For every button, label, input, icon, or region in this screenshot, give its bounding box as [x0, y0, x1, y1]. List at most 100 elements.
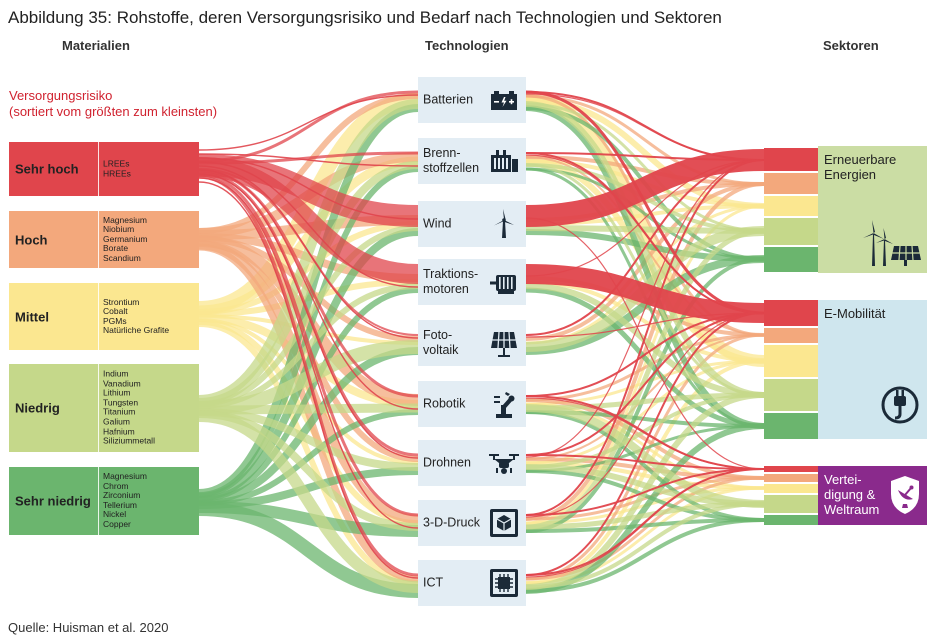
page-title: Abbildung 35: Rohstoffe, deren Versorgun…	[8, 8, 722, 27]
drone-icon	[489, 454, 519, 474]
material-item: Galium	[103, 416, 130, 427]
flow-line	[525, 217, 765, 470]
tech-box-traktionsmotoren: Traktions- motoren	[418, 259, 526, 305]
flow-ribbon	[525, 159, 765, 336]
material-item: Hafnium	[103, 426, 135, 437]
flow-ribbon	[525, 502, 765, 589]
risk-legend-title: Versorgungsrisiko	[9, 88, 113, 103]
sector-bar-niedrig	[764, 218, 818, 245]
risk-block-niedrig: Niedrig Indium Vanadium Lithium Tungsten…	[9, 364, 199, 452]
sector-bar-hoch	[764, 173, 818, 194]
risk-block-hoch: Hoch Magnesium Niobium Germanium Borate …	[9, 211, 199, 268]
flow-line	[198, 173, 419, 459]
flow-ribbon	[525, 333, 765, 402]
material-item: Cobalt	[103, 305, 128, 316]
flow-ribbon	[525, 225, 765, 234]
battery-icon	[491, 91, 517, 110]
risk-legend: Versorgungsrisiko (sortiert vom größten …	[9, 88, 217, 120]
material-list: Magnesium Chrom Zirconium Tellerium Nick…	[103, 472, 147, 530]
tech-box-3d-druck: 3-D-Druck	[418, 500, 526, 546]
sector-bar-sehr-hoch	[764, 300, 818, 326]
flow-line	[525, 312, 765, 338]
flow-ribbon	[198, 157, 419, 284]
risk-block-sehr-niedrig: Sehr niedrig Magnesium Chrom Zirconium T…	[9, 467, 199, 535]
flow-ribbon	[525, 264, 765, 323]
flow-ribbon	[198, 171, 419, 457]
flow-ribbon	[525, 518, 765, 533]
fuel-cell-icon	[491, 150, 518, 172]
divider	[98, 467, 99, 535]
flow-ribbon	[525, 182, 765, 521]
tech-box-robotik: Robotik	[418, 381, 526, 427]
material-item: Scandium	[103, 252, 141, 263]
tech-box-wind: Wind	[418, 201, 526, 247]
flow-line	[198, 153, 419, 167]
flow-line	[198, 94, 419, 151]
flow-ribbon	[525, 105, 765, 429]
flow-ribbon	[525, 167, 765, 261]
flow-ribbon	[198, 221, 419, 315]
flow-ribbon	[198, 228, 419, 501]
solar-panel-icon	[491, 331, 517, 357]
material-item: Germanium	[103, 233, 148, 244]
flow-line	[525, 397, 765, 470]
material-item: Borate	[103, 243, 129, 254]
flow-ribbon	[525, 518, 765, 593]
material-item: Zirconium	[103, 490, 141, 501]
flow-ribbon	[525, 257, 765, 533]
tech-label: Robotik	[423, 396, 466, 411]
flow-ribbon	[525, 312, 765, 456]
flow-ribbon	[198, 175, 419, 577]
tech-label: Brenn- stoffzellen	[423, 146, 480, 175]
tech-label: Wind	[423, 216, 452, 231]
flow-line	[525, 159, 765, 458]
source-note: Quelle: Huisman et al. 2020	[8, 620, 169, 635]
sector-bar-mittel	[764, 345, 818, 377]
flow-ribbon	[525, 468, 765, 516]
flow-ribbon	[525, 102, 765, 233]
flow-ribbon	[198, 410, 419, 593]
flow-ribbon	[198, 104, 419, 497]
robot-arm-icon	[494, 392, 515, 418]
sector-bar-sehr-niedrig	[764, 413, 818, 439]
sector-label: E-Mobilität	[824, 306, 886, 321]
material-item: Nickel	[103, 509, 127, 520]
tech-box-drohnen: Drohnen	[418, 440, 526, 486]
3d-printer-icon	[490, 509, 518, 537]
flow-line	[525, 312, 765, 518]
flow-line	[198, 181, 419, 579]
flow-line	[525, 159, 765, 277]
flow-line	[198, 157, 419, 220]
sector-bar-niedrig	[764, 379, 818, 411]
sector-bar-hoch	[764, 328, 818, 343]
risk-label: Sehr hoch	[15, 161, 79, 177]
material-item: LREEs	[103, 158, 130, 169]
flow-ribbon	[525, 159, 765, 516]
risk-label: Mittel	[15, 309, 49, 324]
flow-ribbon	[525, 228, 765, 530]
flow-ribbon	[198, 173, 419, 517]
divider	[98, 142, 99, 196]
flow-ribbon	[198, 347, 419, 505]
material-list: Strontium Cobalt PGMs Natürliche Grafite	[103, 297, 169, 335]
flow-ribbon	[198, 409, 419, 506]
flow-ribbon	[525, 454, 765, 470]
tech-box-brennstoffzellen: Brenn- stoffzellen	[418, 138, 526, 184]
material-list: LREEs HREEs	[103, 159, 131, 178]
sector-panel-verteidigung: Vertei- digung & Weltraum	[818, 466, 927, 525]
material-list: Indium Vanadium Lithium Tungsten Titaniu…	[103, 369, 155, 447]
flow-ribbon	[525, 410, 765, 522]
flow-ribbon	[525, 476, 765, 581]
divider	[98, 364, 99, 452]
flow-ribbon	[198, 408, 419, 471]
sector-bar-sehr-hoch	[764, 466, 818, 472]
tech-box-batterien: Batterien	[418, 77, 526, 123]
material-item: Tellerium	[103, 500, 138, 510]
sector-bar-sehr-hoch	[764, 148, 818, 171]
flow-line	[198, 161, 419, 288]
tech-label: ICT	[423, 575, 444, 590]
motor-icon	[490, 275, 516, 294]
sector-bar-hoch	[764, 474, 818, 482]
flow-line	[525, 154, 765, 314]
material-item: Titanium	[103, 407, 136, 417]
